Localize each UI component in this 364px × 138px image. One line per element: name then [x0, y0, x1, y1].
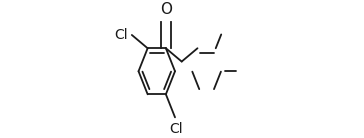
Text: Cl: Cl	[115, 28, 128, 42]
Text: O: O	[160, 2, 172, 17]
Text: Cl: Cl	[169, 122, 183, 136]
